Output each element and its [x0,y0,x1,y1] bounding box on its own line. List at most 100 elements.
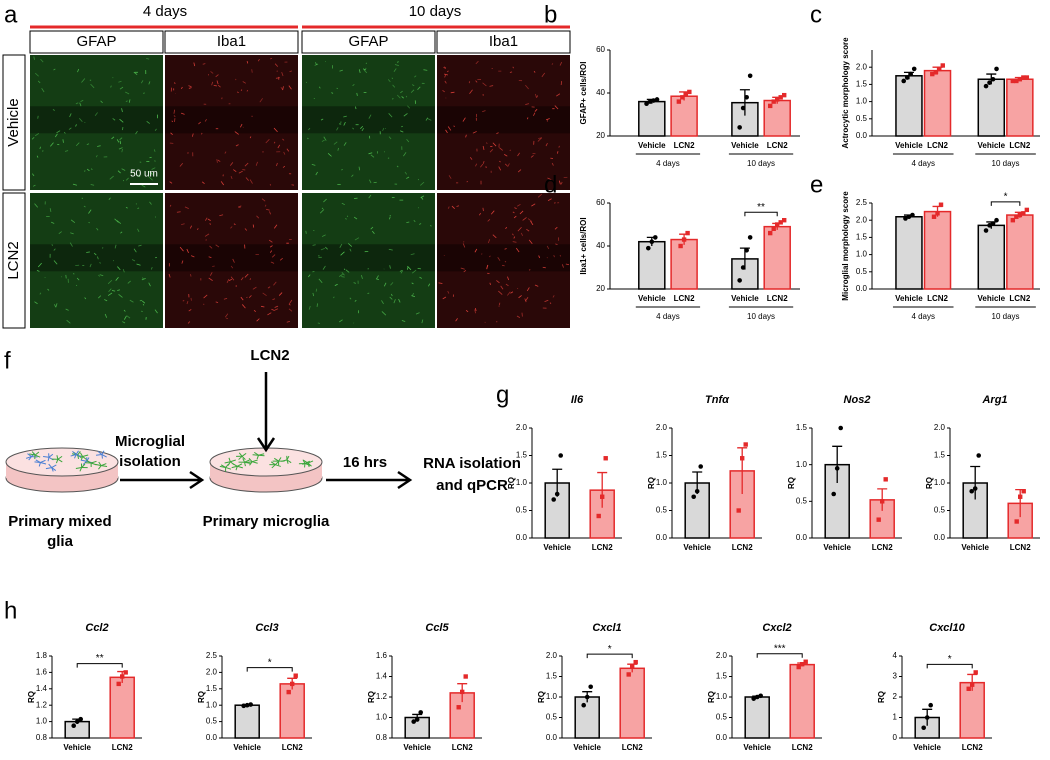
texture [353,282,357,284]
significance-bracket [926,663,973,669]
cell-process [286,459,289,464]
texture [406,138,410,143]
texture [482,82,487,87]
texture [140,80,144,84]
texture [478,212,482,216]
texture [265,208,270,211]
y-axis-label: Microglial morphology score [841,191,850,301]
cell-process [98,461,102,466]
group-label: 4 days [911,312,935,321]
texture [286,148,290,152]
texture [244,273,249,278]
cell-process [29,453,36,456]
x-tick-label: LCN2 [962,743,983,752]
texture [537,193,543,198]
cell-process [90,460,97,464]
texture [122,268,125,273]
data-point [938,202,944,207]
cell-process [34,451,40,456]
texture [450,91,455,94]
texture [141,277,146,281]
bar [895,75,923,137]
bar [1006,78,1034,137]
chart-title: Il6 [571,394,584,406]
texture [125,177,129,181]
texture [499,160,501,163]
texture [337,147,339,151]
texture [343,121,346,126]
y-tick-label: 20 [596,284,605,293]
texture [469,157,473,160]
texture [72,183,78,186]
texture [393,299,396,304]
texture [50,221,55,224]
x-tick-label: Vehicle [63,743,91,752]
texture [401,125,403,128]
texture [202,63,206,65]
texture [37,80,41,84]
texture [417,178,420,181]
texture [150,266,153,270]
texture [445,129,448,134]
x-tick-label: Vehicle [731,141,759,150]
texture [97,145,101,147]
texture [411,84,415,87]
texture [52,109,55,111]
texture [560,181,563,185]
chart-title: Cxcl1 [592,622,621,634]
texture [111,290,116,292]
texture [444,74,447,78]
error-bar [832,445,843,483]
panel-label: h [4,597,17,624]
significance-label: ** [96,653,104,664]
texture [58,231,62,234]
texture [125,91,130,95]
cell-process [227,461,231,466]
texture [288,303,291,306]
y-tick-label: 1.4 [376,672,388,681]
stain-header: GFAP [76,33,116,50]
texture [420,181,425,186]
texture [173,115,176,117]
x-tick-label: Vehicle [895,294,923,303]
texture [404,171,408,175]
texture [504,248,507,250]
texture [423,69,428,71]
texture [278,292,283,296]
cell-process [34,454,41,458]
texture [427,118,432,121]
data-point [876,517,881,522]
header-box [436,30,571,54]
flow-label: Primary mixed [8,513,111,530]
y-tick-label: 2.0 [856,215,868,224]
y-tick-label: 0.5 [206,717,218,726]
texture [334,283,338,286]
data-point [744,248,749,253]
texture [553,255,555,258]
y-tick-label: 1.5 [656,451,668,460]
x-tick-label: Vehicle [683,543,711,552]
texture [179,246,184,252]
panel-label: b [544,1,557,28]
texture [69,113,72,118]
texture [538,255,540,259]
x-tick-label: LCN2 [1010,543,1031,552]
data-point [600,494,605,499]
texture [273,281,277,286]
texture [447,290,450,294]
texture [558,145,560,148]
texture [411,269,417,274]
texture [257,58,260,62]
cell-process [241,452,247,457]
texture [269,57,273,60]
error-bar [737,447,748,494]
cell-process [270,461,276,466]
texture [56,130,61,134]
texture [289,299,293,304]
group-label: 4 days [656,159,680,168]
texture [279,257,283,261]
chart-title: Ccl5 [425,622,449,634]
cell-process [249,461,253,466]
texture [388,136,392,140]
texture [351,174,354,177]
